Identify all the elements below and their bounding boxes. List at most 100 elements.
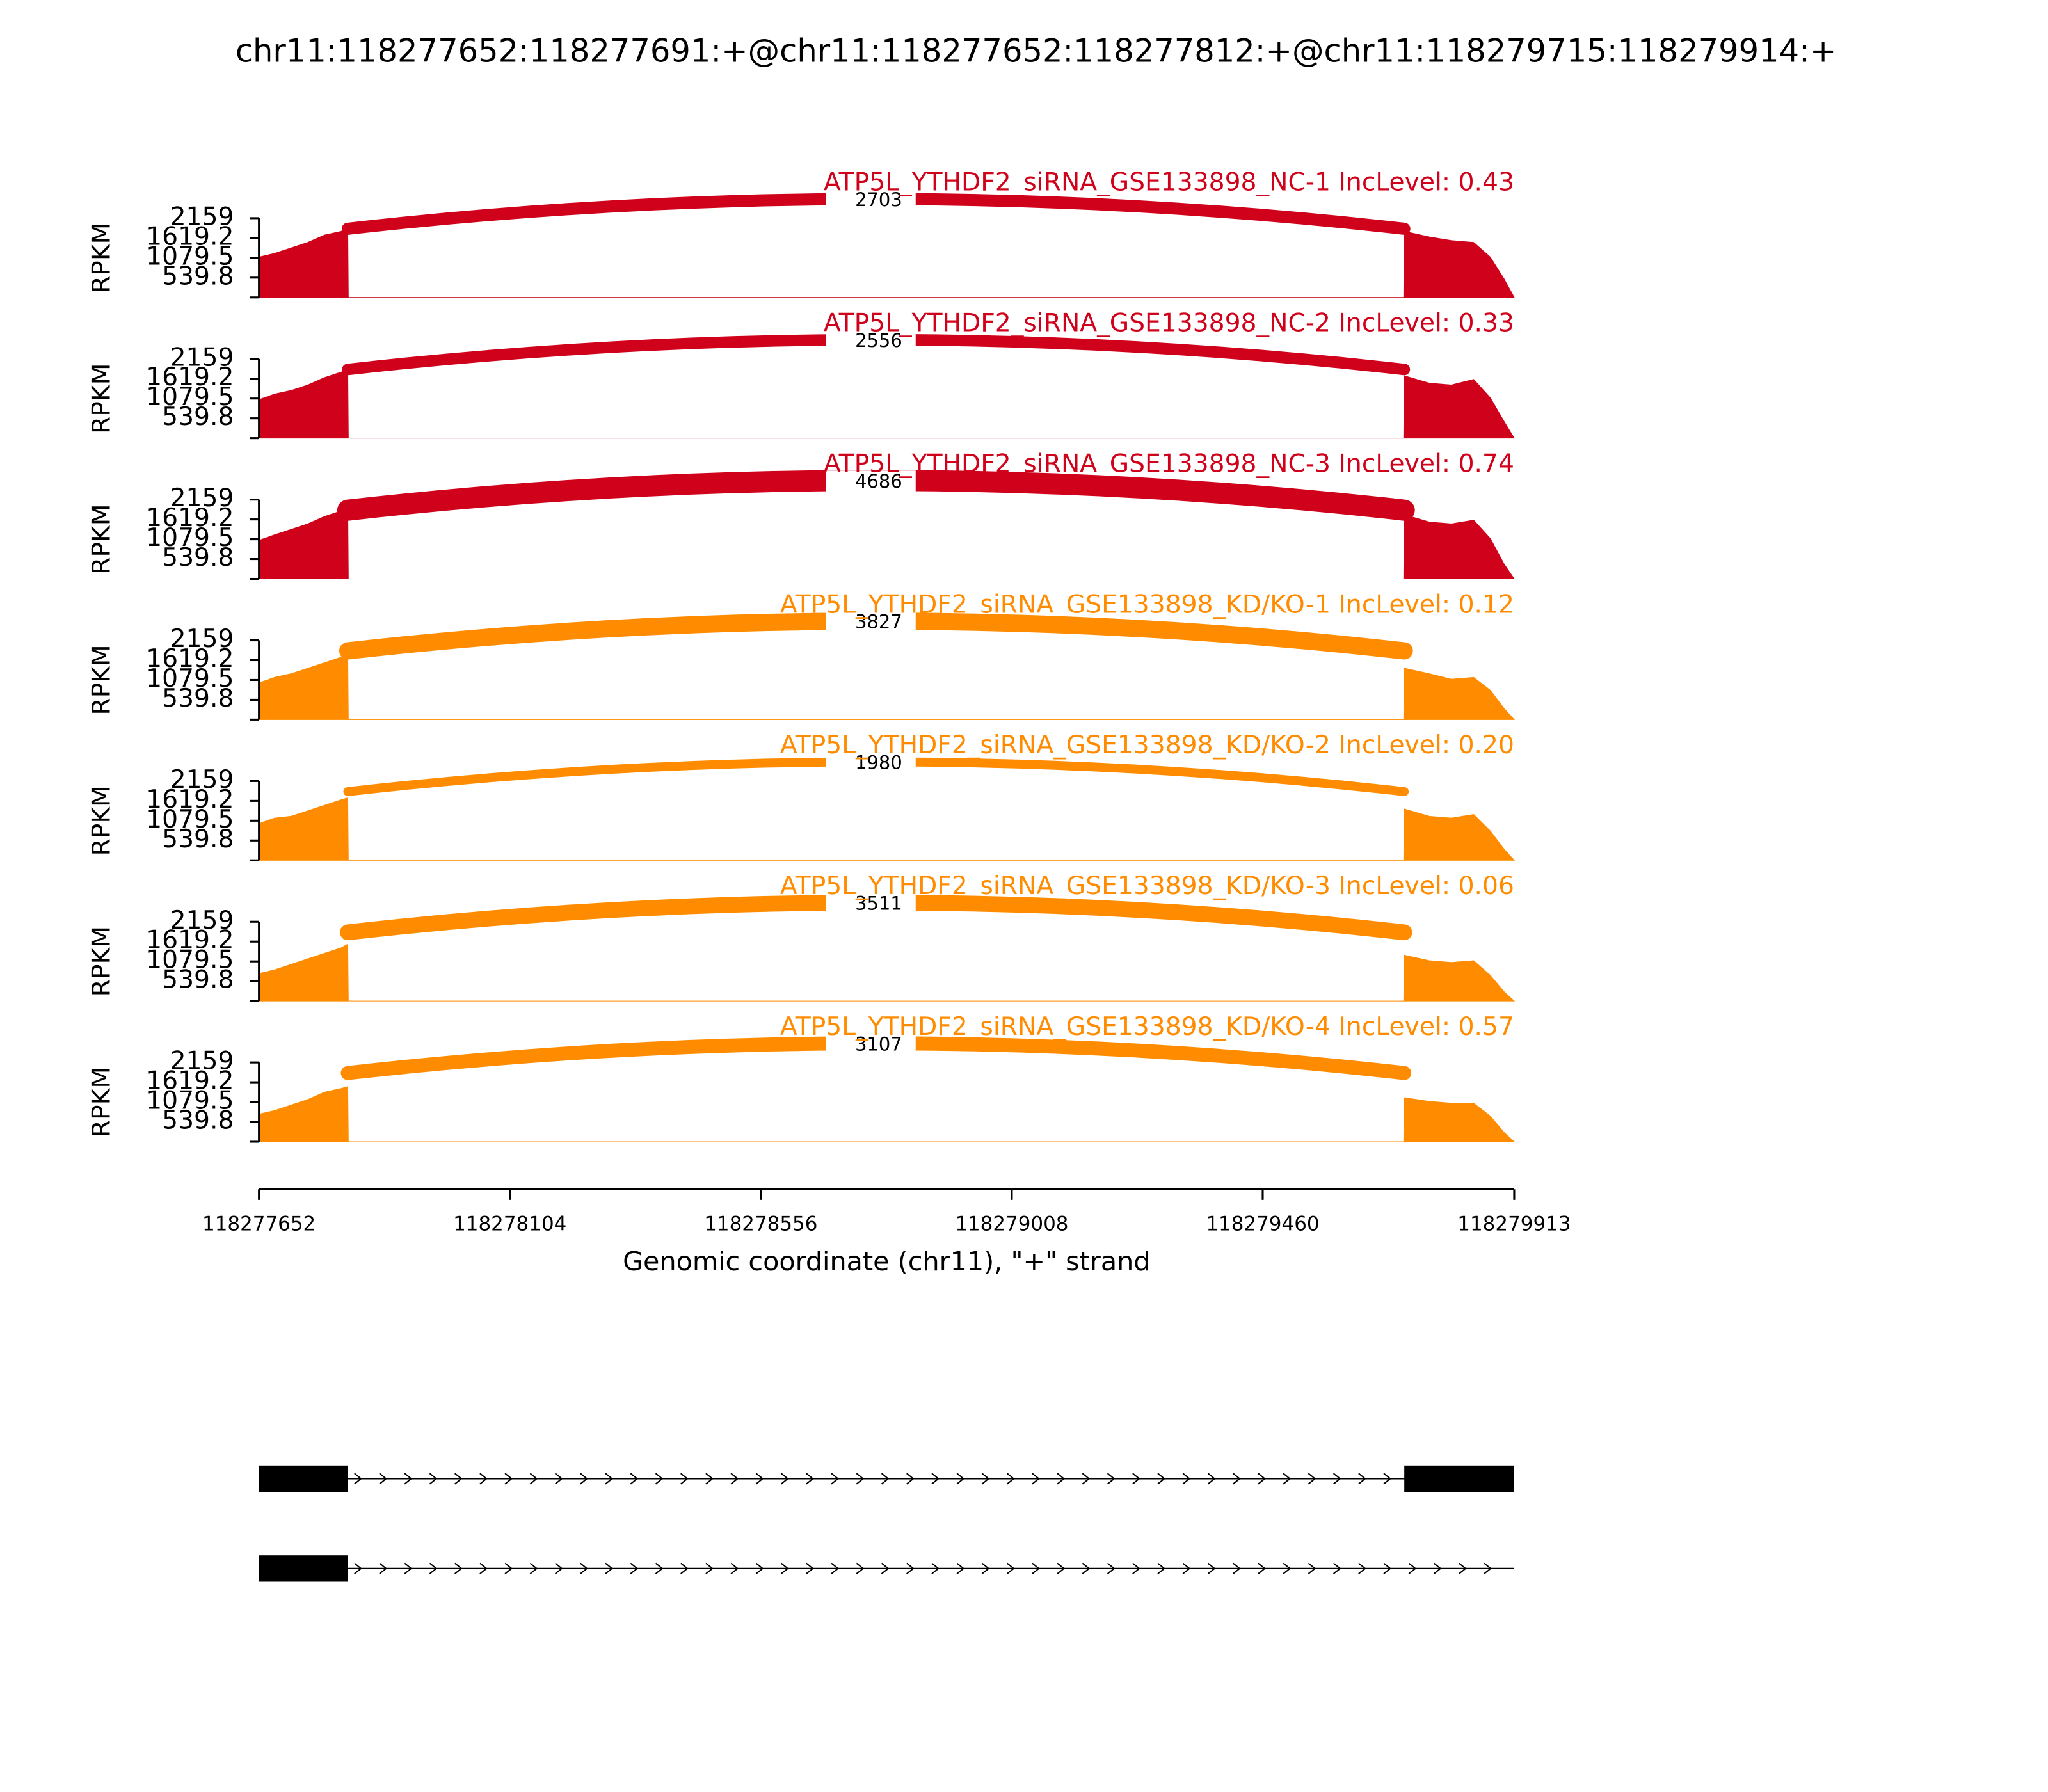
intron-arrow — [1258, 1562, 1266, 1574]
intron-arrow — [806, 1562, 814, 1574]
y-tick-label: 1079.5 — [146, 946, 234, 975]
intron-arrow — [504, 1473, 513, 1485]
y-tick-label: 2159 — [170, 484, 234, 513]
intron-arrow — [1082, 1562, 1091, 1574]
intron-arrow — [429, 1473, 438, 1485]
junction-count: 2556 — [855, 330, 902, 351]
intron-arrow — [806, 1473, 814, 1485]
intron-arrow — [655, 1473, 664, 1485]
panel-title: ATP5L_YTHDF2_siRNA_GSE133898_NC-1 IncLev… — [824, 168, 1514, 197]
intron-arrow — [1032, 1562, 1040, 1574]
intron-arrow — [956, 1473, 965, 1485]
intron-arrow — [529, 1473, 538, 1485]
intron-arrow — [831, 1473, 840, 1485]
intron-arrow — [1308, 1562, 1316, 1574]
intron-arrow — [1283, 1473, 1292, 1485]
x-tick-label: 118278104 — [453, 1213, 566, 1236]
x-tick-label: 118279460 — [1206, 1213, 1319, 1236]
junction-label-box — [826, 892, 916, 916]
y-tick-label: 2159 — [170, 1047, 234, 1076]
coverage-area — [259, 1086, 1516, 1142]
intron-arrow — [354, 1473, 362, 1485]
coverage-area — [259, 506, 1515, 580]
y-tick-label: 1619.2 — [146, 785, 234, 814]
junction-count: 3827 — [855, 611, 902, 633]
exon — [1404, 1465, 1514, 1492]
intron-arrow — [981, 1473, 990, 1485]
x-tick-label: 118278556 — [704, 1213, 817, 1236]
panel-title: ATP5L_YTHDF2_siRNA_GSE133898_KD/KO-3 Inc… — [780, 872, 1514, 900]
intron-arrow — [1358, 1562, 1366, 1574]
intron-arrow — [780, 1562, 789, 1574]
intron-arrow — [730, 1473, 739, 1485]
intron-arrow — [1132, 1562, 1140, 1574]
x-axis-label: Genomic coordinate (chr11), "+" strand — [623, 1246, 1150, 1277]
intron-arrow — [429, 1562, 438, 1574]
intron-arrow — [630, 1473, 639, 1485]
junction-count: 3107 — [855, 1033, 902, 1055]
y-tick-label: 1079.5 — [146, 664, 234, 693]
intron-arrow — [1082, 1473, 1091, 1485]
intron-arrow — [554, 1562, 563, 1574]
coverage-area — [259, 369, 1515, 439]
intron-arrow — [705, 1562, 714, 1574]
intron-arrow — [1383, 1562, 1391, 1574]
intron-arrow — [705, 1473, 714, 1485]
y-tick-label: 539.8 — [162, 1107, 234, 1135]
intron-arrow — [404, 1473, 413, 1485]
intron-arrow — [1459, 1562, 1467, 1574]
panel-title: ATP5L_YTHDF2_siRNA_GSE133898_KD/KO-4 Inc… — [780, 1012, 1514, 1041]
intron-arrow — [1057, 1473, 1066, 1485]
intron-arrow — [1383, 1473, 1391, 1485]
y-tick-label: 2159 — [170, 765, 234, 794]
intron-arrow — [856, 1473, 865, 1485]
intron-arrow — [580, 1473, 588, 1485]
y-tick-label: 1619.2 — [146, 644, 234, 673]
intron-arrow — [529, 1562, 538, 1574]
intron-arrow — [1057, 1562, 1066, 1574]
y-tick-label: 1079.5 — [146, 805, 234, 834]
intron-arrow — [1408, 1562, 1417, 1574]
y-axis-label: RPKM — [88, 504, 116, 574]
intron-arrow — [730, 1562, 739, 1574]
y-tick-label: 539.8 — [162, 825, 234, 854]
y-axis-label: RPKM — [88, 926, 116, 996]
intron-arrow — [504, 1562, 513, 1574]
intron-arrow — [906, 1473, 915, 1485]
intron-arrow — [1006, 1562, 1015, 1574]
junction-label-box — [826, 1033, 916, 1057]
intron-arrow — [1233, 1562, 1241, 1574]
x-tick-label: 118279008 — [955, 1213, 1068, 1236]
junction-count: 1980 — [855, 752, 902, 774]
intron-arrow — [755, 1562, 764, 1574]
intron-arrow — [454, 1562, 463, 1574]
y-tick-label: 539.8 — [162, 543, 234, 572]
junction-label-box — [826, 470, 916, 495]
intron-arrow — [1182, 1473, 1191, 1485]
y-tick-label: 1079.5 — [146, 383, 234, 412]
intron-arrow — [680, 1473, 689, 1485]
intron-arrow — [1132, 1473, 1140, 1485]
chart-title: chr11:118277652:118277691:+@chr11:118277… — [236, 32, 1837, 69]
intron-arrow — [1283, 1562, 1292, 1574]
intron-arrow — [931, 1473, 940, 1485]
y-tick-label: 1079.5 — [146, 1087, 234, 1116]
intron-arrow — [1358, 1473, 1366, 1485]
intron-arrow — [856, 1562, 865, 1574]
intron-arrow — [655, 1562, 664, 1574]
y-tick-label: 1079.5 — [146, 242, 234, 271]
intron-arrow — [454, 1473, 463, 1485]
intron-arrow — [1107, 1473, 1116, 1485]
intron-arrow — [1332, 1473, 1341, 1485]
x-tick-label: 118277652 — [202, 1213, 316, 1236]
intron-arrow — [1107, 1562, 1116, 1574]
y-tick-label: 1619.2 — [146, 363, 234, 392]
intron-arrow — [379, 1562, 387, 1574]
junction-label-box — [826, 751, 916, 776]
y-tick-label: 1619.2 — [146, 926, 234, 955]
intron-arrow — [404, 1562, 413, 1574]
intron-arrow — [981, 1562, 990, 1574]
junction-label-box — [826, 330, 916, 354]
intron-arrow — [1157, 1473, 1165, 1485]
y-axis-label: RPKM — [88, 785, 116, 856]
